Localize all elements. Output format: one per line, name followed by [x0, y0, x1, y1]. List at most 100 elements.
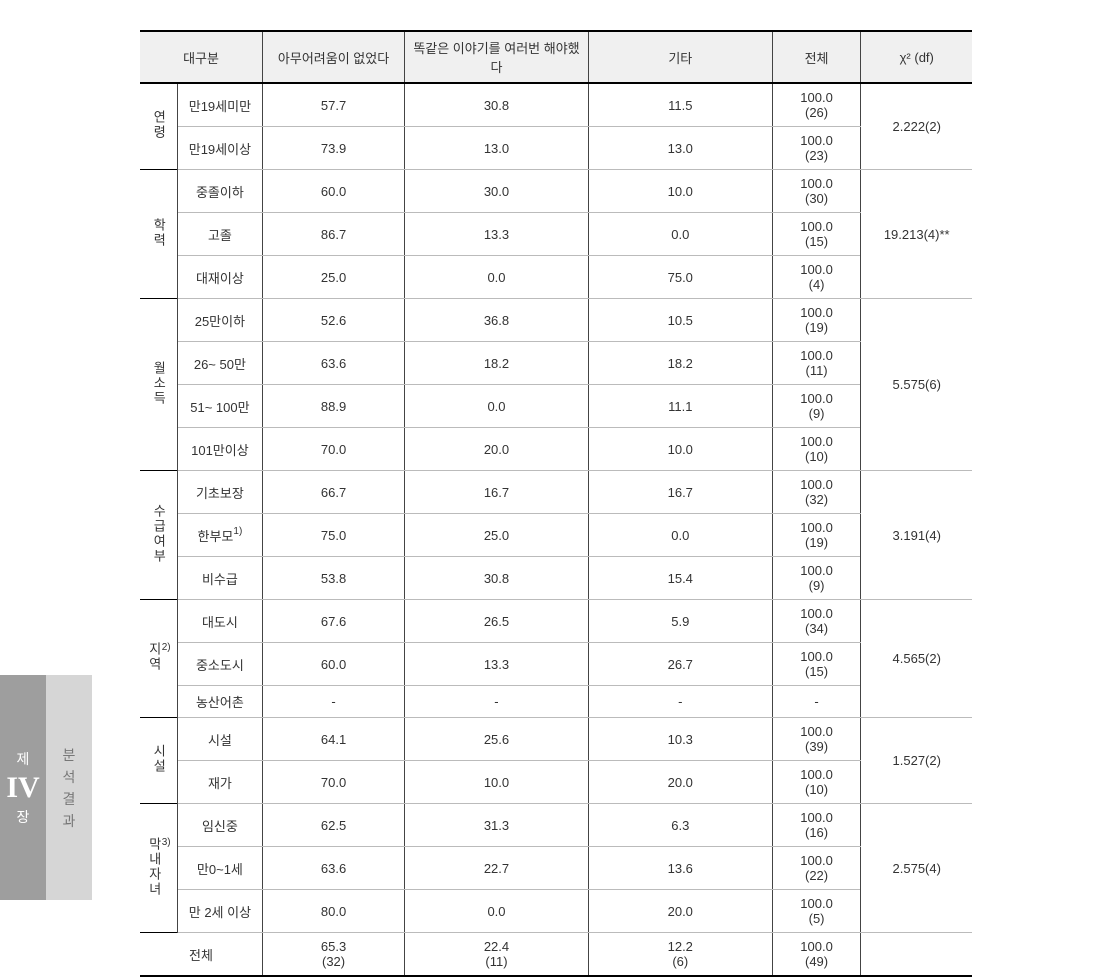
cell-total: 100.0(9) [772, 557, 861, 600]
cell-c2: 0.0 [405, 256, 589, 299]
cell-c1: 25.0 [263, 256, 405, 299]
sub-label: 101만이상 [177, 428, 262, 471]
cell-c3: 20.0 [588, 890, 772, 933]
group-label: 연령 [140, 83, 177, 170]
cell-c2: 16.7 [405, 471, 589, 514]
cell-c2: 0.0 [405, 890, 589, 933]
header-row: 대구분 아무어려움이 없었다 똑같은 이야기를 여러번 해야했다 기타 전체 χ… [140, 31, 972, 83]
table-row: 51~ 100만88.90.011.1100.0(9) [140, 385, 972, 428]
header-daegubun: 대구분 [140, 31, 263, 83]
cell-c2: 30.0 [405, 170, 589, 213]
cell-total: 100.0(10) [772, 428, 861, 471]
sub-label: 재가 [177, 761, 262, 804]
cell-c3: 26.7 [588, 643, 772, 686]
table-row: 만0~1세63.622.713.6100.0(22) [140, 847, 972, 890]
cell-total: 100.0(23) [772, 127, 861, 170]
cell-chi: 2.222(2) [861, 83, 972, 170]
cell-total: 100.0(26) [772, 83, 861, 127]
sub-label: 대재이상 [177, 256, 262, 299]
table-row: 고졸86.713.30.0100.0(15) [140, 213, 972, 256]
sub-label: 시설 [177, 718, 262, 761]
table-row: 월소득25만이하52.636.810.5100.0(19)5.575(6) [140, 299, 972, 342]
cell-c3: 13.6 [588, 847, 772, 890]
sub-label: 51~ 100만 [177, 385, 262, 428]
table-row: 지역2)대도시67.626.55.9100.0(34)4.565(2) [140, 600, 972, 643]
cell-c1: 70.0 [263, 428, 405, 471]
cell-c3: 6.3 [588, 804, 772, 847]
cell-c1: 53.8 [263, 557, 405, 600]
cell-total: 100.0(5) [772, 890, 861, 933]
cell-c3: 10.0 [588, 428, 772, 471]
header-col2: 똑같은 이야기를 여러번 해야했다 [405, 31, 589, 83]
cell-c1: 63.6 [263, 847, 405, 890]
side-tab-light-2: 석 [63, 767, 76, 787]
sub-label: 만0~1세 [177, 847, 262, 890]
cell-total: 100.0(22) [772, 847, 861, 890]
cell-c1: 75.0 [263, 514, 405, 557]
group-label: 학력 [140, 170, 177, 299]
cell-total: 100.0(9) [772, 385, 861, 428]
sub-label: 고졸 [177, 213, 262, 256]
cell-chi: 5.575(6) [861, 299, 972, 471]
cell-c1: 52.6 [263, 299, 405, 342]
sub-label: 25만이하 [177, 299, 262, 342]
cell-c1: 88.9 [263, 385, 405, 428]
cell-c1: 67.6 [263, 600, 405, 643]
table-row: 연령만19세미만57.730.811.5100.0(26)2.222(2) [140, 83, 972, 127]
table-row: 학력중졸이하60.030.010.0100.0(30)19.213(4)** [140, 170, 972, 213]
cell-c1: 80.0 [263, 890, 405, 933]
table-row: 만19세이상73.913.013.0100.0(23) [140, 127, 972, 170]
cell-c3: 11.1 [588, 385, 772, 428]
cell-total: 100.0(15) [772, 213, 861, 256]
cell-total: 100.0(15) [772, 643, 861, 686]
cell-c3: 13.0 [588, 127, 772, 170]
side-tab-jang: 장 [17, 807, 30, 827]
cell-c2: 10.0 [405, 761, 589, 804]
cell-c2: 30.8 [405, 557, 589, 600]
cell-total: 100.0(39) [772, 718, 861, 761]
header-col3: 기타 [588, 31, 772, 83]
cell-c1: 70.0 [263, 761, 405, 804]
cell-c3: 0.0 [588, 213, 772, 256]
side-tab-light: 분 석 결 과 [46, 675, 92, 900]
cell-total: - [772, 686, 861, 718]
sub-label: 기초보장 [177, 471, 262, 514]
sub-label: 중졸이하 [177, 170, 262, 213]
cell-total: 100.0(34) [772, 600, 861, 643]
sub-label: 만 2세 이상 [177, 890, 262, 933]
cell-c3: 75.0 [588, 256, 772, 299]
table-row: 대재이상25.00.075.0100.0(4) [140, 256, 972, 299]
cell-c2: 22.7 [405, 847, 589, 890]
cell-chi: 3.191(4) [861, 471, 972, 600]
cell-c2: 25.0 [405, 514, 589, 557]
cell-c3: 15.4 [588, 557, 772, 600]
group-label: 막내자녀3) [140, 804, 177, 933]
cell-c1: - [263, 686, 405, 718]
cell-c2: 13.0 [405, 127, 589, 170]
cell-total: 100.0(16) [772, 804, 861, 847]
cell-c2: 20.0 [405, 428, 589, 471]
table-row: 비수급53.830.815.4100.0(9) [140, 557, 972, 600]
total-c4: 100.0(49) [772, 933, 861, 977]
side-tab-iv: IV [6, 771, 39, 805]
cell-c3: 11.5 [588, 83, 772, 127]
stats-table: 대구분 아무어려움이 없었다 똑같은 이야기를 여러번 해야했다 기타 전체 χ… [140, 30, 972, 977]
cell-c1: 60.0 [263, 170, 405, 213]
cell-c2: 36.8 [405, 299, 589, 342]
sub-label: 만19세이상 [177, 127, 262, 170]
side-tab-light-3: 결 [63, 789, 76, 809]
table-row: 재가70.010.020.0100.0(10) [140, 761, 972, 804]
header-col4: 전체 [772, 31, 861, 83]
side-tab-je: 제 [17, 749, 30, 769]
cell-c3: 20.0 [588, 761, 772, 804]
cell-total: 100.0(10) [772, 761, 861, 804]
cell-total: 100.0(11) [772, 342, 861, 385]
cell-total: 100.0(30) [772, 170, 861, 213]
header-col1: 아무어려움이 없었다 [263, 31, 405, 83]
cell-c1: 57.7 [263, 83, 405, 127]
cell-total: 100.0(4) [772, 256, 861, 299]
cell-c1: 64.1 [263, 718, 405, 761]
total-c2: 22.4(11) [405, 933, 589, 977]
sub-label: 26~ 50만 [177, 342, 262, 385]
cell-c1: 63.6 [263, 342, 405, 385]
